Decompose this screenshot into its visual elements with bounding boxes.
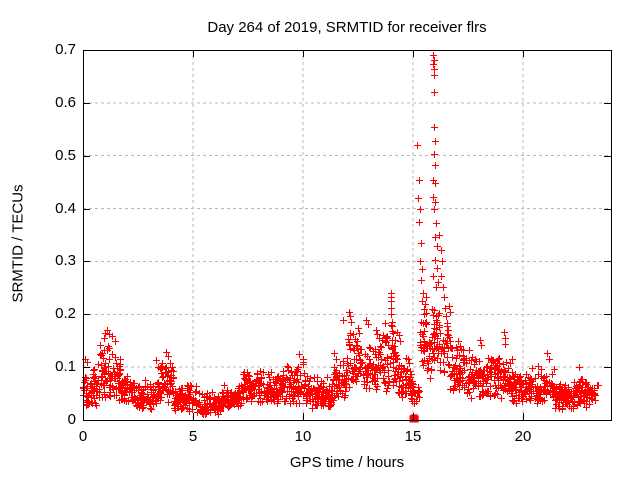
x-tick-label: 20 [514,428,532,445]
y-tick-label: 0.5 [55,146,76,164]
plot-frame [83,50,612,421]
x-tick-label: 10 [294,428,312,445]
y-tick-label: 0.3 [55,252,76,270]
x-tick-label: 0 [78,428,88,445]
y-tick-label: 0.4 [55,199,76,217]
x-axis-label: GPS time / hours [289,454,405,471]
x-tick-label: 15 [404,428,422,445]
chart-title: Day 264 of 2019, SRMTID for receiver flr… [207,19,487,36]
y-tick-label: 0.6 [55,93,76,111]
y-tick-label: 0.1 [55,358,76,376]
data-points-layer [80,52,602,418]
y-tick-label: 0.2 [55,305,76,323]
x-tick-label: 5 [188,428,198,445]
y-tick-label: 0 [67,411,76,428]
zero-cluster [409,414,419,423]
y-tick-label: 0.7 [55,41,76,58]
